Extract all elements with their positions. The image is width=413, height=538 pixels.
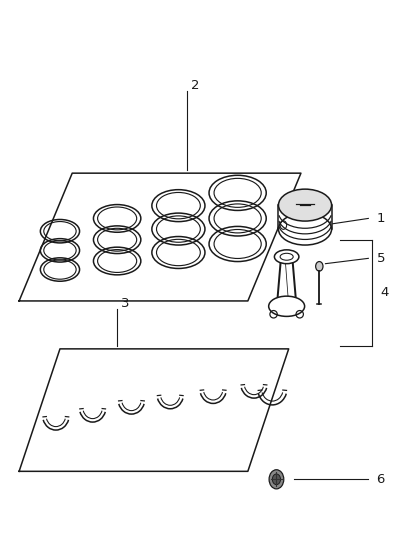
Polygon shape [278,205,331,229]
Text: 2: 2 [190,79,199,92]
Circle shape [268,470,283,489]
Text: 4: 4 [380,286,388,300]
Text: 1: 1 [375,212,384,225]
Text: 6: 6 [375,473,384,486]
Text: 3: 3 [121,297,129,310]
Circle shape [272,474,280,485]
Circle shape [315,261,322,271]
Ellipse shape [268,296,304,316]
Ellipse shape [278,189,331,221]
Text: 5: 5 [375,252,384,265]
Ellipse shape [274,250,298,264]
